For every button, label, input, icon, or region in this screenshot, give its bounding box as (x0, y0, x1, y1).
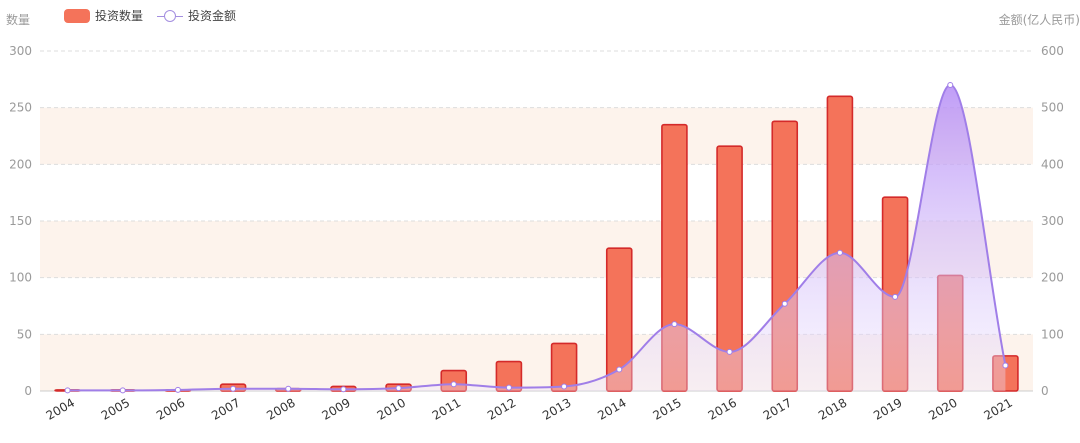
amount-point-2016 (726, 348, 733, 355)
amount-area (67, 85, 1006, 391)
x-tick-2013: 2013 (540, 395, 573, 422)
grid-band (40, 221, 1033, 278)
amount-point-2020 (947, 82, 954, 88)
legend-item-line[interactable]: 投资金额 (157, 7, 236, 24)
amount-point-2010 (395, 385, 402, 392)
x-tick-2010: 2010 (375, 395, 408, 422)
x-tick-2019: 2019 (871, 395, 904, 422)
x-tick-2011: 2011 (430, 395, 463, 422)
y-left-tick: 100 (9, 271, 32, 285)
x-tick-2009: 2009 (319, 395, 352, 422)
amount-point-2006 (174, 386, 181, 393)
amount-point-2018 (836, 249, 843, 256)
x-tick-2018: 2018 (816, 395, 849, 422)
legend: 投资数量 投资金额 (64, 7, 250, 24)
amount-point-2009 (340, 386, 347, 393)
legend-line-label: 投资金额 (188, 9, 237, 23)
x-tick-2015: 2015 (650, 395, 683, 422)
x-tick-2007: 2007 (209, 395, 242, 422)
x-tick-2014: 2014 (595, 395, 628, 422)
x-tick-2020: 2020 (926, 395, 959, 422)
amount-point-2008 (285, 385, 292, 392)
grid-band (40, 107, 1033, 165)
y-left-tick: 300 (9, 44, 32, 58)
y-left-tick: 50 (17, 327, 32, 341)
amount-point-2015 (671, 321, 678, 328)
y-left-tick: 150 (9, 214, 32, 228)
y-left-tick: 250 (9, 101, 32, 115)
amount-point-2012 (505, 384, 512, 391)
y-left-tick: 200 (9, 157, 32, 171)
amount-point-2017 (781, 300, 788, 307)
amount-point-2021 (1002, 362, 1009, 369)
legend-bar-label: 投资数量 (95, 9, 144, 23)
amount-point-2014 (616, 366, 623, 373)
amount-point-2004 (64, 387, 71, 394)
amount-line (67, 83, 1007, 392)
y-right-tick: 600 (1041, 44, 1064, 58)
x-tick-2004: 2004 (44, 395, 77, 422)
amount-point-2007 (230, 385, 237, 392)
x-tick-2021: 2021 (981, 395, 1014, 422)
legend-item-bar[interactable]: 投资数量 (64, 7, 143, 24)
x-tick-2006: 2006 (154, 395, 187, 422)
amount-point-2005 (119, 387, 126, 394)
x-tick-2008: 2008 (264, 395, 297, 422)
x-tick-2005: 2005 (99, 395, 132, 422)
amount-point-2013 (561, 383, 568, 390)
amount-point-2019 (892, 293, 899, 300)
y-right-tick: 200 (1041, 271, 1064, 285)
y-left-tick: 0 (24, 384, 32, 398)
x-tick-2012: 2012 (485, 395, 518, 422)
legend-bar-swatch (64, 8, 90, 23)
y-right-tick: 300 (1041, 214, 1064, 228)
y-right-tick: 400 (1041, 157, 1064, 171)
left-axis-name: 数量 (6, 13, 31, 27)
legend-line-swatch (157, 9, 184, 23)
x-tick-2016: 2016 (706, 395, 739, 422)
y-right-tick: 500 (1041, 101, 1064, 115)
right-axis-name: 金额(亿人民币) (998, 13, 1080, 27)
x-tick-2017: 2017 (761, 395, 794, 422)
y-right-tick: 0 (1041, 384, 1049, 398)
amount-point-2011 (450, 381, 457, 388)
y-right-tick: 100 (1041, 327, 1064, 341)
